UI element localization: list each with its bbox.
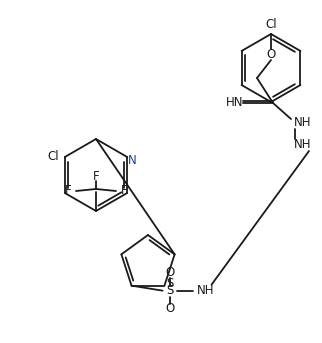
Text: NH: NH	[294, 117, 312, 130]
Text: NH: NH	[197, 284, 214, 297]
Text: F: F	[121, 185, 127, 198]
Text: F: F	[65, 185, 71, 198]
Text: NH: NH	[294, 139, 312, 152]
Text: S: S	[166, 284, 173, 297]
Text: S: S	[166, 277, 173, 290]
Text: Cl: Cl	[47, 151, 59, 164]
Text: N: N	[128, 154, 137, 166]
Text: O: O	[165, 302, 174, 315]
Text: HN: HN	[226, 96, 244, 109]
Text: O: O	[266, 47, 276, 60]
Text: O: O	[165, 266, 174, 279]
Text: F: F	[93, 170, 99, 184]
Text: Cl: Cl	[265, 19, 277, 32]
